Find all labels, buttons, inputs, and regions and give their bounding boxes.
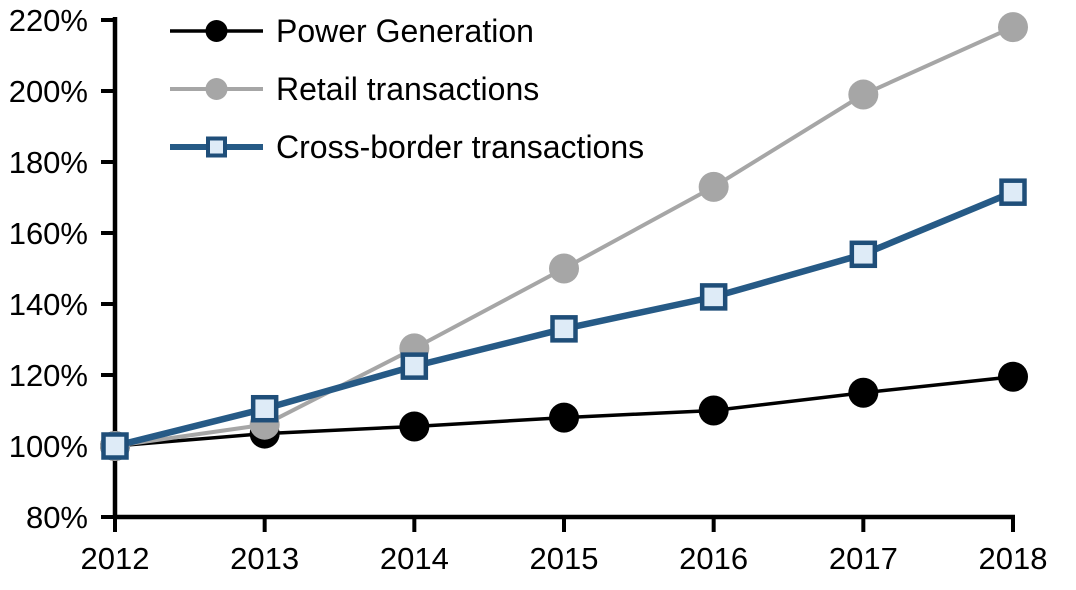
legend-circle-marker <box>205 78 228 100</box>
series-marker-square <box>999 178 1027 206</box>
x-tick-label: 2018 <box>979 541 1048 576</box>
legend-sample-canvas <box>170 20 263 42</box>
legend-label-cross-border-transactions: Cross-border transactions <box>276 129 645 165</box>
legend-line-square-icon <box>170 130 270 164</box>
series-marker-circle <box>549 402 579 433</box>
series-marker-square <box>699 283 728 311</box>
series-cross-border-transactions <box>101 178 1027 460</box>
x-tick-label: 2013 <box>230 541 299 576</box>
x-tick-label: 2016 <box>679 541 748 576</box>
y-tick-label: 160% <box>9 216 88 251</box>
series-marker-square <box>400 352 429 380</box>
y-tick-label: 140% <box>9 287 88 322</box>
series-power-generation <box>100 361 1028 461</box>
legend-label-retail-transactions: Retail transactions <box>276 71 540 107</box>
legend-item-cross-border-transactions: Cross-border transactions <box>170 130 644 164</box>
legend-label-power-generation: Power Generation <box>276 13 534 49</box>
series-marker-square <box>849 240 878 269</box>
series-marker-circle <box>549 253 579 284</box>
series-marker-circle <box>399 411 430 442</box>
x-tick-label: 2015 <box>530 541 599 576</box>
series-marker-circle <box>698 171 729 202</box>
legend-line-circle-icon <box>170 72 270 106</box>
y-tick-label: 180% <box>9 145 88 180</box>
legend-line-circle-icon <box>170 14 270 48</box>
chart-legend: Power Generation Retail transactions Cro… <box>170 14 644 188</box>
series-marker-square <box>550 315 578 343</box>
y-tick-label: 220% <box>9 3 88 38</box>
legend-item-power-generation: Power Generation <box>170 14 644 48</box>
x-tick-label: 2017 <box>829 541 898 576</box>
legend-sample-canvas <box>170 78 263 100</box>
x-tick-label: 2012 <box>81 541 150 576</box>
y-tick-label: 80% <box>26 500 88 535</box>
y-tick-label: 200% <box>9 74 88 109</box>
legend-sample-canvas <box>170 136 263 158</box>
y-tick-label: 120% <box>9 358 88 393</box>
series-marker-circle <box>848 377 879 408</box>
legend-circle-marker <box>205 20 228 42</box>
series-marker-circle <box>998 12 1028 43</box>
series-marker-circle <box>698 395 729 426</box>
legend-square-marker <box>206 136 227 158</box>
series-marker-circle <box>848 79 879 110</box>
series-marker-circle <box>998 361 1028 392</box>
series-marker-square <box>250 394 279 423</box>
x-tick-label: 2014 <box>380 541 449 576</box>
series-marker-square <box>101 432 129 460</box>
legend-item-retail-transactions: Retail transactions <box>170 72 644 106</box>
y-tick-label: 100% <box>9 429 88 464</box>
